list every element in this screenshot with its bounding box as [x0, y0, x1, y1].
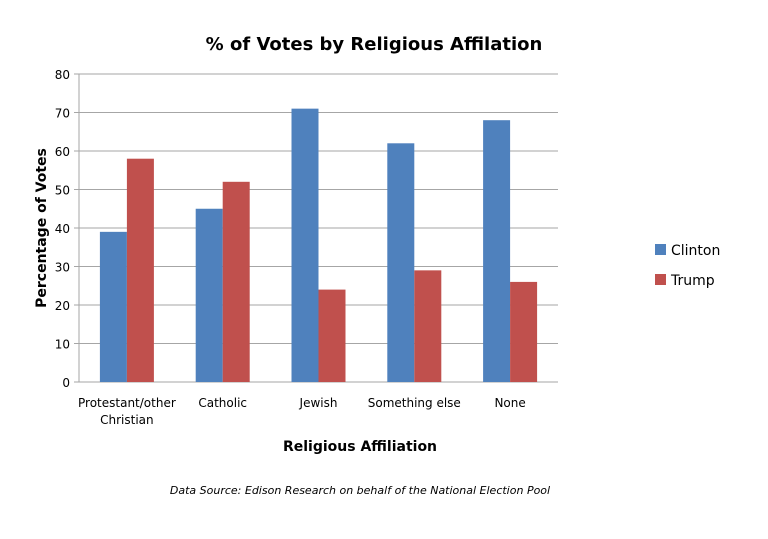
- x-tick-label: Christian: [100, 413, 154, 427]
- y-axis-label: Percentage of Votes: [34, 148, 50, 308]
- y-tick-label: 0: [62, 376, 70, 390]
- bar-trump: [510, 281, 538, 382]
- x-tick-label: Something else: [368, 396, 461, 410]
- x-tick-label: Protestant/other: [78, 396, 176, 410]
- y-tick-label: 10: [55, 338, 70, 352]
- bar-clinton: [195, 208, 223, 382]
- y-tick-label: 30: [55, 261, 70, 275]
- x-tick-label: Jewish: [299, 396, 338, 410]
- y-tick-label: 60: [55, 145, 70, 159]
- x-tick-label: None: [494, 396, 525, 410]
- bar-trump: [414, 270, 442, 382]
- bar-clinton: [387, 143, 415, 382]
- x-tick-label: Catholic: [198, 396, 247, 410]
- legend-label-clinton: Clinton: [671, 243, 720, 259]
- x-axis-label: Religious Affiliation: [283, 439, 437, 455]
- legend-label-trump: Trump: [670, 273, 715, 289]
- y-tick-label: 20: [55, 299, 70, 313]
- source-note: Data Source: Edison Research on behalf o…: [170, 484, 550, 497]
- chart-title: % of Votes by Religious Affilation: [206, 34, 543, 55]
- y-tick-label: 50: [55, 184, 70, 198]
- y-tick-label: 80: [55, 68, 70, 82]
- legend-swatch-trump: [655, 274, 666, 285]
- bar-trump: [318, 289, 346, 382]
- bar-trump: [126, 158, 154, 382]
- bar-clinton: [291, 108, 319, 383]
- legend-swatch-clinton: [655, 244, 666, 255]
- bar-clinton: [483, 120, 511, 382]
- y-tick-label: 70: [55, 107, 70, 121]
- y-tick-label: 40: [55, 222, 70, 236]
- bar-trump: [222, 181, 250, 382]
- bar-clinton: [99, 231, 127, 382]
